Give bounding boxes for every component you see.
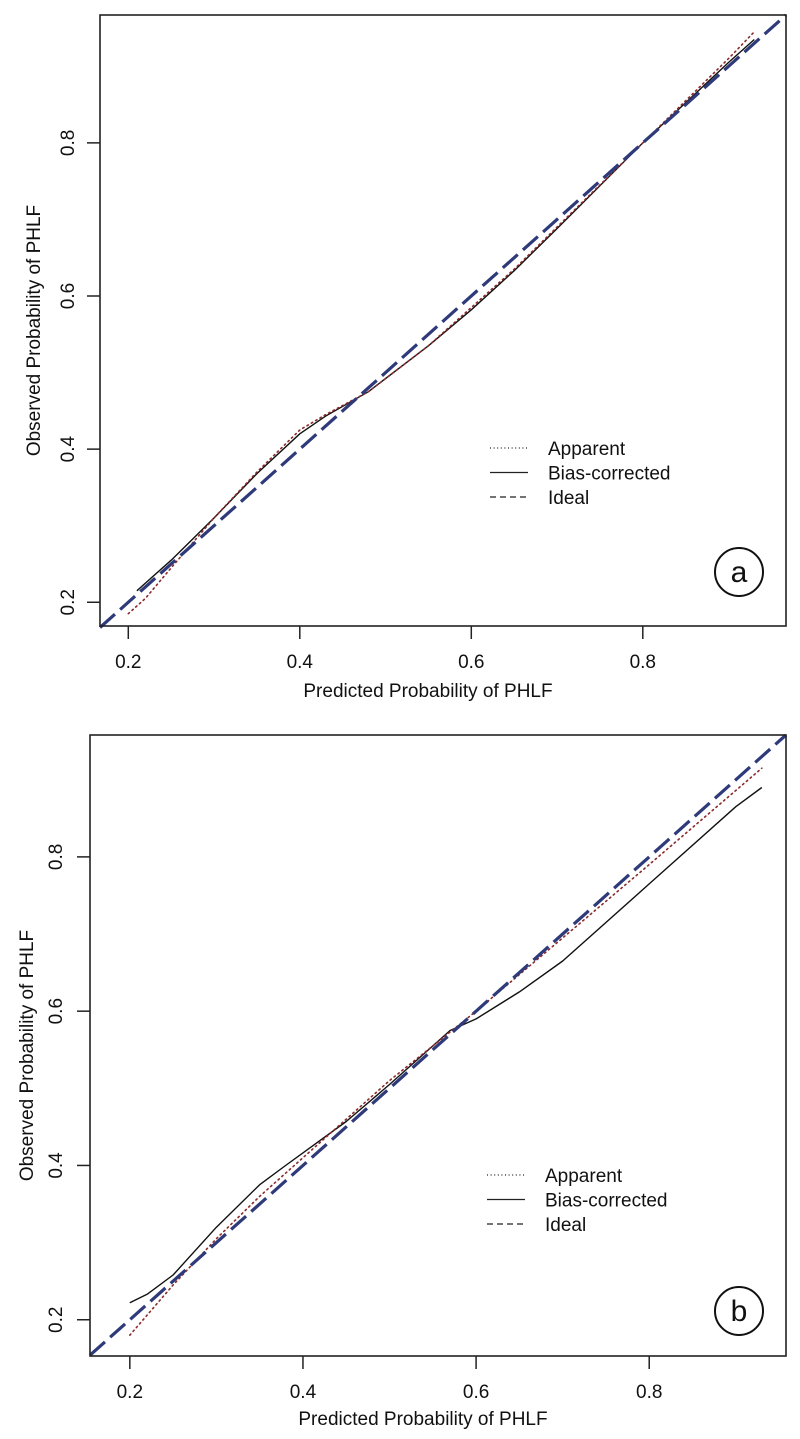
- x-tick-label: 0.6: [458, 652, 484, 673]
- y-tick-label: 0.6: [46, 998, 67, 1024]
- x-tick-label: 0.6: [463, 1382, 489, 1403]
- panel-letter: a: [731, 556, 748, 589]
- series-line-bias-corrected: [136, 38, 755, 592]
- y-tick-label: 0.4: [46, 1152, 67, 1179]
- y-tick-label: 0.6: [58, 283, 79, 309]
- legend-label: Apparent: [545, 1166, 623, 1187]
- series-line-ideal: [88, 733, 788, 1357]
- y-tick-label: 0.2: [46, 1307, 67, 1333]
- series-line-bias-corrected: [129, 786, 763, 1304]
- series-line-apparent: [127, 31, 756, 615]
- x-axis-title: Predicted Probability of PHLF: [303, 681, 552, 702]
- y-tick-label: 0.4: [58, 435, 79, 462]
- panel-letter-circle: [714, 1286, 764, 1336]
- legend-label: Ideal: [548, 488, 589, 509]
- x-tick-label: 0.2: [117, 1382, 143, 1403]
- legend-label: Apparent: [548, 439, 626, 460]
- legend: Apparent Bias-corrected Ideal: [490, 439, 671, 509]
- x-tick-label: 0.2: [115, 652, 141, 673]
- plot-frame: [99, 14, 787, 627]
- y-axis-title: Observed Probability of PHLF: [24, 205, 45, 456]
- x-tick-label: 0.4: [287, 652, 314, 673]
- series-line-apparent: [129, 767, 763, 1336]
- legend-label: Bias-corrected: [548, 464, 671, 485]
- plot-frame: [89, 734, 787, 1357]
- y-axis-title: Observed Probability of PHLF: [17, 930, 38, 1181]
- x-tick-label: 0.8: [636, 1382, 662, 1403]
- x-axis-title: Predicted Probability of PHLF: [298, 1409, 547, 1430]
- y-tick-label: 0.8: [46, 844, 67, 870]
- y-tick-label: 0.8: [58, 130, 79, 156]
- legend: Apparent Bias-corrected Ideal: [487, 1166, 668, 1236]
- series-line-ideal: [98, 13, 788, 629]
- x-tick-label: 0.4: [290, 1382, 317, 1403]
- legend-label: Bias-corrected: [545, 1191, 668, 1212]
- calibration-plot-a: 0.2 0.4 0.6 0.8 0.2 0.4 0.6 0.8 Predicted Probab…: [24, 13, 788, 702]
- legend-label: Ideal: [545, 1215, 586, 1236]
- panel-letter-circle: [714, 547, 764, 597]
- x-tick-label: 0.8: [630, 652, 656, 673]
- y-tick-label: 0.2: [58, 589, 79, 615]
- panel-letter: b: [731, 1295, 748, 1328]
- calibration-plot-b: 0.2 0.4 0.6 0.8 0.2 0.4 0.6 0.8 Predicted Probab…: [17, 733, 788, 1430]
